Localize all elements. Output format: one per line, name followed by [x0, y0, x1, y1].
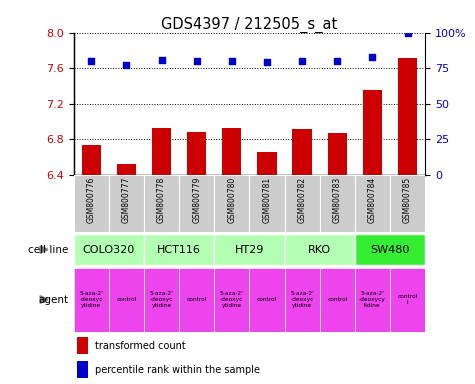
Bar: [144, 175, 179, 232]
Text: control: control: [187, 297, 207, 302]
Title: GDS4397 / 212505_s_at: GDS4397 / 212505_s_at: [161, 17, 338, 33]
Point: [404, 30, 411, 36]
Text: 5-aza-2'
-deoxycy
tidine: 5-aza-2' -deoxycy tidine: [359, 291, 386, 308]
Bar: [390, 268, 425, 331]
Point: [158, 56, 165, 63]
Text: GSM800778: GSM800778: [157, 177, 166, 223]
Text: 5-aza-2'
-deoxyc
ytidine: 5-aza-2' -deoxyc ytidine: [79, 291, 103, 308]
Point: [87, 58, 95, 64]
Bar: [249, 175, 285, 232]
Bar: [355, 175, 390, 232]
Bar: [214, 175, 249, 232]
Bar: [74, 234, 144, 265]
Text: cell line: cell line: [28, 245, 69, 255]
Bar: [293, 129, 312, 175]
Text: GSM800779: GSM800779: [192, 177, 201, 223]
Point: [228, 58, 236, 64]
Bar: [214, 268, 249, 331]
Text: control: control: [257, 297, 277, 302]
Bar: [82, 146, 101, 175]
Point: [369, 54, 376, 60]
Text: control: control: [327, 297, 347, 302]
Bar: [74, 268, 109, 331]
Bar: [257, 152, 276, 175]
Bar: [398, 58, 417, 175]
Bar: [285, 234, 355, 265]
Bar: [390, 175, 425, 232]
Text: control: control: [116, 297, 136, 302]
Bar: [187, 132, 206, 175]
Bar: [320, 175, 355, 232]
Bar: [222, 127, 241, 175]
Bar: [77, 361, 88, 378]
Text: GSM800782: GSM800782: [298, 177, 306, 223]
Bar: [355, 268, 390, 331]
Text: 5-aza-2'
-deoxyc
ytidine: 5-aza-2' -deoxyc ytidine: [220, 291, 244, 308]
Bar: [152, 127, 171, 175]
Text: 5-aza-2'
-deoxyc
ytidine: 5-aza-2' -deoxyc ytidine: [150, 291, 173, 308]
Bar: [144, 234, 214, 265]
Text: control
l: control l: [398, 294, 418, 305]
Bar: [117, 164, 136, 175]
Text: HT29: HT29: [235, 245, 264, 255]
Text: agent: agent: [39, 295, 69, 305]
Text: SW480: SW480: [370, 245, 409, 255]
Text: GSM800780: GSM800780: [228, 177, 236, 223]
Text: 5-aza-2'
-deoxyc
ytidine: 5-aza-2' -deoxyc ytidine: [290, 291, 314, 308]
Point: [333, 58, 341, 64]
Bar: [109, 175, 144, 232]
Text: GSM800784: GSM800784: [368, 177, 377, 223]
Bar: [363, 90, 382, 175]
Text: GSM800783: GSM800783: [333, 177, 342, 223]
Text: RKO: RKO: [308, 245, 331, 255]
Bar: [328, 133, 347, 175]
Bar: [109, 268, 144, 331]
Bar: [285, 268, 320, 331]
Bar: [144, 268, 179, 331]
Bar: [77, 337, 88, 354]
Text: COLO320: COLO320: [83, 245, 135, 255]
Bar: [179, 268, 214, 331]
Bar: [249, 268, 285, 331]
Text: transformed count: transformed count: [95, 341, 185, 351]
Text: percentile rank within the sample: percentile rank within the sample: [95, 364, 260, 375]
Bar: [179, 175, 214, 232]
Text: GSM800776: GSM800776: [87, 177, 95, 223]
Bar: [285, 175, 320, 232]
Bar: [320, 268, 355, 331]
Point: [263, 60, 271, 66]
Point: [193, 58, 200, 64]
Point: [298, 58, 306, 64]
Bar: [355, 234, 425, 265]
Text: HCT116: HCT116: [157, 245, 201, 255]
Text: GSM800785: GSM800785: [403, 177, 412, 223]
Bar: [214, 234, 285, 265]
Bar: [74, 175, 109, 232]
Point: [123, 62, 130, 68]
Text: GSM800777: GSM800777: [122, 177, 131, 223]
Text: GSM800781: GSM800781: [263, 177, 271, 223]
